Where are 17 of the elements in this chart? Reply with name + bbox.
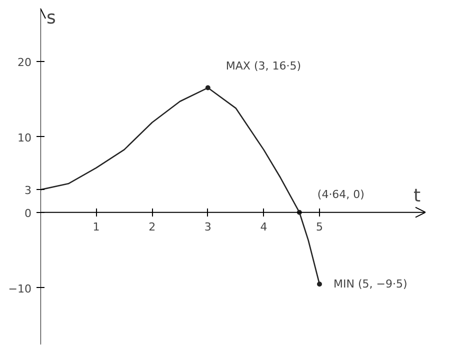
point <box>316 282 322 287</box>
y-tick-label: 0 <box>24 206 32 220</box>
x-tick-label: 3 <box>204 220 212 234</box>
x-tick-label: 4 <box>260 220 268 234</box>
annotation: MAX (3, 16·5) <box>226 59 302 72</box>
y-tick-label: 10 <box>18 131 32 144</box>
annotation: MIN (5, −9·5) <box>333 278 408 291</box>
x-tick-label: 5 <box>316 220 323 234</box>
annotation: (4·64, 0) <box>317 188 364 201</box>
point <box>205 85 210 90</box>
y-axis-title: s <box>46 8 56 28</box>
y-tick-label: 20 <box>18 56 32 69</box>
x-tick-label: 2 <box>148 220 156 234</box>
y-tick-label: −10 <box>8 282 32 296</box>
x-tick-label: 1 <box>92 220 100 234</box>
x-axis-title: t <box>414 185 421 206</box>
y-tick-label: 3 <box>24 184 32 198</box>
